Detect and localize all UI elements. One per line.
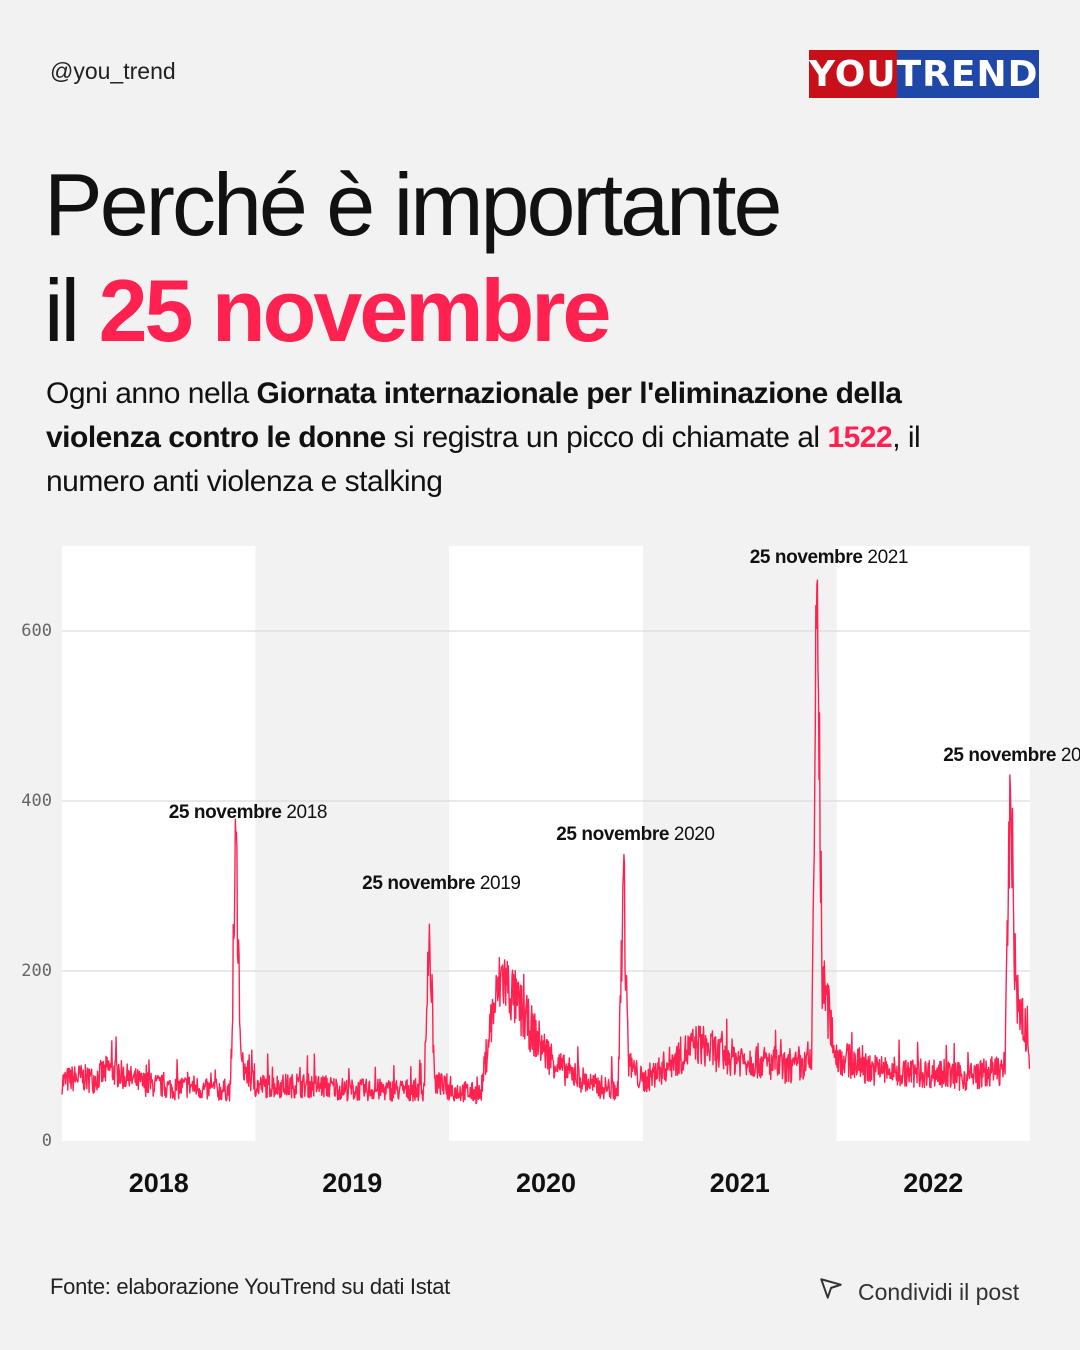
title-prefix: il bbox=[44, 261, 99, 360]
calls-line-chart: 0 200 400 600 2018 2019 2020 2021 2022 25 novembr… bbox=[21, 546, 1080, 1198]
x-tick-label: 2019 bbox=[322, 1168, 382, 1198]
title-line-2: il 25 novembre bbox=[44, 258, 779, 364]
x-tick-label: 2020 bbox=[516, 1168, 576, 1198]
y-tick-label: 0 bbox=[42, 1131, 52, 1151]
youtrend-logo: YOU TREND bbox=[809, 50, 1039, 98]
series-line bbox=[61, 579, 1031, 1105]
share-label: Condividi il post bbox=[858, 1278, 1020, 1305]
subtitle-part-3: , il numero anti violenza e stalking bbox=[46, 421, 921, 498]
annotation-2018: 25 novembre 2018 bbox=[169, 802, 327, 823]
y-tick-label: 600 bbox=[21, 621, 52, 641]
share-button[interactable]: Condividi il post bbox=[818, 1276, 1019, 1308]
source-note: Fonte: elaborazione YouTrend su dati Ist… bbox=[50, 1274, 450, 1299]
account-handle[interactable]: @you_trend bbox=[50, 58, 176, 84]
logo-you: YOU bbox=[809, 50, 897, 98]
year-band-2022 bbox=[836, 546, 1030, 1141]
subtitle-number: 1522 bbox=[827, 421, 893, 454]
annotation-2021: 25 novembre 2021 bbox=[750, 547, 908, 568]
subtitle: Ogni anno nella Giornata internazionale … bbox=[46, 372, 986, 504]
x-tick-label: 2022 bbox=[903, 1168, 963, 1198]
logo-trend: TREND bbox=[896, 50, 1039, 98]
y-tick-label: 200 bbox=[21, 961, 52, 981]
send-icon bbox=[818, 1276, 844, 1308]
subtitle-part-1: Ogni anno nella bbox=[46, 377, 257, 410]
x-tick-label: 2021 bbox=[710, 1168, 770, 1198]
y-tick-label: 400 bbox=[21, 791, 52, 811]
annotation-2022: 25 novembre 2022 bbox=[943, 745, 1080, 766]
year-band-2018 bbox=[62, 546, 256, 1141]
subtitle-part-2: si registra un picco di chiamate al bbox=[385, 421, 828, 454]
annotation-2020: 25 novembre 2020 bbox=[556, 824, 714, 845]
title-line-1: Perché è importante bbox=[44, 155, 782, 254]
x-tick-label: 2018 bbox=[129, 1168, 189, 1198]
page-title: Perché è importante il 25 novembre bbox=[44, 152, 782, 364]
annotation-2019: 25 novembre 2019 bbox=[362, 873, 520, 894]
title-accent: 25 novembre bbox=[98, 261, 612, 360]
subtitle-bold: Giornata internazionale per l'eliminazio… bbox=[46, 377, 902, 454]
